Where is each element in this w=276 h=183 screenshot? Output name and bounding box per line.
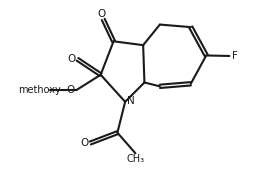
Text: F: F <box>232 51 238 61</box>
Text: O: O <box>98 9 106 19</box>
Text: methoxy: methoxy <box>18 85 61 95</box>
Text: O: O <box>81 138 89 148</box>
Text: CH₃: CH₃ <box>126 154 145 164</box>
Text: N: N <box>127 96 135 106</box>
Text: O: O <box>67 85 75 95</box>
Text: O: O <box>68 54 76 64</box>
